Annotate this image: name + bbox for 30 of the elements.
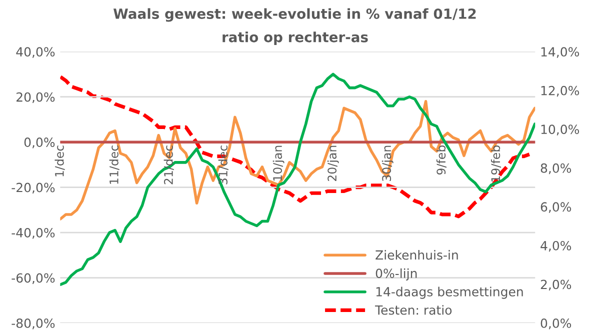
x-tick-label: 11/dec bbox=[109, 146, 120, 184]
y2-tick-label: 10,0% bbox=[541, 124, 580, 136]
legend-label: 0%-lijn bbox=[376, 268, 417, 280]
y-tick-label: -80,0% bbox=[12, 318, 55, 330]
y2-tick-label: 12,0% bbox=[541, 86, 580, 97]
x-tick-label: 10/jan bbox=[272, 146, 284, 181]
y2-tick-label: 0,0% bbox=[540, 318, 572, 330]
legend-label: 14-daags besmettingen bbox=[376, 286, 523, 299]
x-tick-label: 20/jan bbox=[327, 146, 339, 181]
y2-tick-label: 6,0% bbox=[540, 202, 572, 213]
legend-label: Testen: ratio bbox=[375, 305, 452, 315]
y-tick-label: 0,0% bbox=[24, 138, 55, 148]
x-tick-label: 31/dec bbox=[218, 146, 228, 184]
chart-subtitle: ratio op rechter-as bbox=[222, 32, 368, 46]
legend-label: Ziekenhuis-in bbox=[376, 250, 458, 260]
y-tick-label: -40,0% bbox=[12, 228, 55, 239]
y2-tick-label: 8,0% bbox=[540, 163, 572, 174]
chart-title: Waals gewest: week-evolutie in % vanaf 01/12 bbox=[113, 8, 476, 22]
y-tick-label: 20,0% bbox=[16, 92, 55, 104]
y2-tick-label: 4,0% bbox=[540, 240, 572, 252]
x-tick-label: 21/dec bbox=[164, 146, 174, 184]
x-tick-label: 9/feb bbox=[436, 146, 447, 175]
y2-tick-label: 2,0% bbox=[540, 280, 572, 290]
x-tick-label: 1/dec bbox=[54, 146, 65, 176]
x-tick-label: 19/feb bbox=[490, 146, 502, 182]
y2-tick-label: 14,0% bbox=[541, 47, 580, 58]
y-tick-label: -20,0% bbox=[12, 182, 55, 194]
y-tick-label: -60,0% bbox=[12, 273, 55, 284]
y-tick-label: 40,0% bbox=[16, 47, 55, 58]
x-tick-label: 30/jan bbox=[382, 146, 394, 181]
